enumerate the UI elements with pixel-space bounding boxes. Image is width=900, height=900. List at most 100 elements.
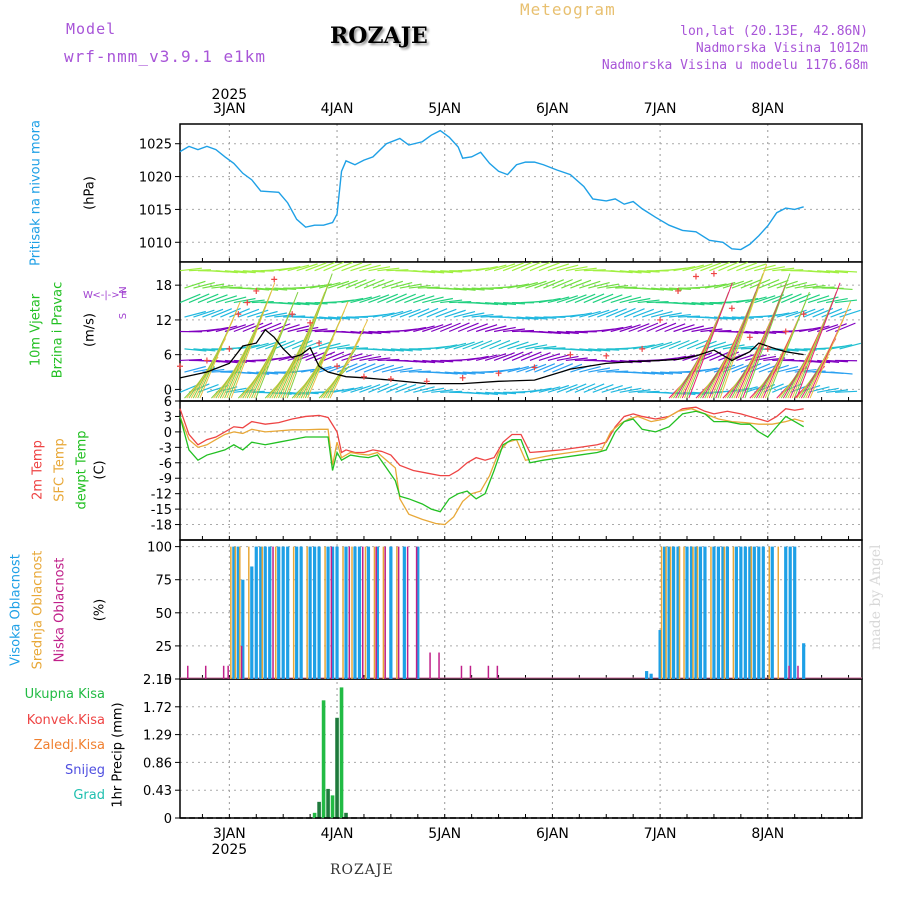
wind-arrow bbox=[457, 322, 479, 333]
wind-arrow bbox=[543, 279, 565, 289]
gust-marker bbox=[289, 311, 296, 318]
wind-arrow bbox=[502, 262, 524, 272]
wind-arrow bbox=[556, 330, 579, 335]
high-cloud-bar bbox=[263, 546, 267, 679]
y-tick-label: 0.43 bbox=[143, 784, 172, 799]
wind-arrow bbox=[390, 348, 413, 352]
wind-arrow bbox=[547, 384, 570, 393]
sfc-temp-line bbox=[179, 408, 804, 526]
wind-arrow bbox=[745, 263, 767, 272]
wind-arrow bbox=[354, 363, 376, 373]
wind-arrow bbox=[224, 387, 247, 393]
wind-arrow bbox=[307, 301, 349, 399]
wind-arrow bbox=[704, 341, 727, 350]
mid-cloud-bar bbox=[723, 546, 726, 679]
y-tick-label: 1020 bbox=[139, 171, 172, 186]
wind-arrow bbox=[256, 287, 279, 291]
wind-arrow bbox=[507, 316, 530, 320]
high-cloud-bar bbox=[757, 546, 761, 679]
high-cloud-bar bbox=[658, 630, 662, 679]
wind-arrow bbox=[206, 359, 229, 364]
wind-arrow bbox=[215, 270, 238, 274]
wind-arrow bbox=[619, 324, 641, 333]
wind-arrow bbox=[547, 330, 570, 335]
wind-arrow bbox=[516, 342, 538, 350]
wind-arrow bbox=[341, 386, 363, 393]
wind-arrow bbox=[206, 326, 229, 333]
high-cloud-bar bbox=[335, 546, 339, 679]
wind-arrow bbox=[328, 316, 351, 320]
wind-arrow bbox=[839, 342, 862, 350]
wind-arrow bbox=[682, 264, 704, 272]
wind-arrow bbox=[740, 279, 762, 289]
wind-arrow bbox=[529, 352, 551, 362]
wind-arrow bbox=[633, 371, 656, 375]
wind-arrow bbox=[359, 355, 382, 362]
wind-arrow bbox=[736, 262, 758, 272]
y-tick-label: 18 bbox=[155, 279, 172, 294]
wind-arrow bbox=[637, 270, 660, 273]
wind-arrow bbox=[655, 322, 677, 333]
mid-cloud-bar bbox=[669, 546, 672, 679]
high-cloud-bar bbox=[676, 546, 680, 679]
wind-arrow bbox=[534, 363, 556, 373]
wind-arrow bbox=[688, 282, 733, 399]
wind-arrow bbox=[404, 326, 427, 333]
wind-arrow bbox=[193, 348, 216, 352]
wind-arrow bbox=[538, 297, 561, 304]
high-cloud-bar bbox=[743, 546, 747, 679]
wind-arrow bbox=[337, 316, 360, 319]
wind-arrow bbox=[224, 296, 247, 304]
gust-marker bbox=[244, 299, 251, 306]
footer-station: ROZAJE bbox=[330, 862, 394, 878]
bottom-day-label: 3JAN bbox=[213, 826, 246, 842]
wind-arrow bbox=[408, 284, 431, 289]
wind-arrow bbox=[641, 309, 664, 318]
wind-arrow bbox=[224, 270, 247, 274]
high-cloud-bar bbox=[752, 546, 756, 679]
wind-arrow bbox=[642, 287, 665, 291]
high-cloud-bar bbox=[317, 546, 321, 679]
high-cloud-bar bbox=[694, 546, 698, 679]
wind-arrow bbox=[502, 328, 525, 333]
precip-total-bar bbox=[330, 795, 335, 818]
high-cloud-bar bbox=[734, 546, 738, 679]
wind-arrow bbox=[399, 348, 422, 351]
wind-arrow bbox=[368, 357, 391, 362]
pressure-unit-label: (hPa) bbox=[83, 176, 98, 210]
mid-cloud-bar bbox=[239, 546, 241, 679]
wind-arrow bbox=[799, 326, 821, 333]
mid-cloud-bar bbox=[261, 546, 264, 679]
wind-arrow bbox=[341, 262, 363, 272]
wind-arrow bbox=[767, 279, 789, 289]
wind-arrow bbox=[368, 330, 391, 334]
wind-arrow bbox=[399, 283, 422, 289]
wind-arrow bbox=[588, 367, 611, 373]
wind-arrow bbox=[368, 294, 390, 304]
high-cloud-bar bbox=[685, 546, 689, 679]
wind-arrow bbox=[332, 352, 354, 362]
wind-arrow bbox=[826, 359, 849, 363]
mid-cloud-bar bbox=[396, 546, 398, 679]
gust-marker bbox=[360, 373, 367, 380]
wind-arrow bbox=[238, 371, 261, 375]
gust-marker bbox=[459, 374, 466, 381]
wind-arrow bbox=[422, 324, 444, 333]
wind-arrow bbox=[301, 367, 323, 373]
wind-arrow bbox=[809, 301, 852, 399]
precip-total-bar bbox=[335, 717, 339, 818]
bottom-day-label: 4JAN bbox=[321, 826, 354, 842]
wind-arrow bbox=[646, 322, 668, 333]
high-cloud-bar bbox=[286, 546, 290, 679]
wind-arrow bbox=[619, 270, 642, 274]
wind-arrow bbox=[516, 316, 539, 320]
high-cloud-bar bbox=[716, 546, 721, 679]
wind-arrow bbox=[574, 293, 596, 304]
wind-arrow bbox=[265, 312, 287, 318]
wind-arrow bbox=[184, 365, 206, 373]
wind-arrow bbox=[310, 316, 333, 320]
wind-arrow bbox=[422, 387, 445, 393]
wind-arrow bbox=[215, 295, 238, 304]
wind-arrow bbox=[556, 355, 579, 362]
coordinates-info: lon,lat (20.13E, 42.86N) bbox=[680, 24, 868, 39]
